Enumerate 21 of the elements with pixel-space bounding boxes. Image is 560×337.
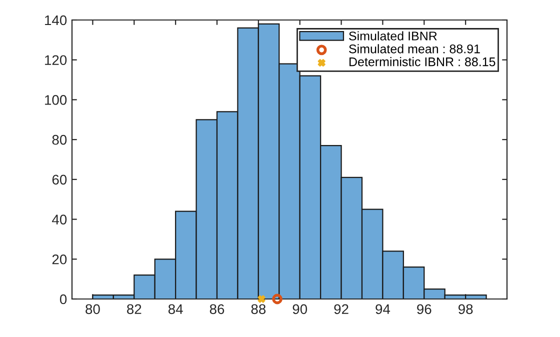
x-tick-label: 82 (127, 304, 142, 314)
y-tick-label: 20 (52, 254, 67, 264)
legend-label: Simulated mean : 88.91 (349, 44, 480, 54)
y-tick-label: 60 (52, 174, 67, 185)
x-tick-label: 80 (86, 304, 100, 314)
x-tick-label: 86 (210, 304, 224, 314)
x-tick-label: 98 (458, 304, 473, 314)
y-tick-label: 100 (45, 95, 67, 105)
y-tick-label: 140 (45, 15, 67, 26)
legend-label: Simulated IBNR (349, 31, 437, 40)
x-tick-label: 94 (376, 304, 390, 314)
y-tick-label: 80 (52, 134, 67, 145)
x-tick-label: 90 (292, 304, 308, 314)
x-tick-label: 96 (417, 304, 432, 314)
x-tick-label: 84 (168, 304, 183, 314)
legend-label: Deterministic IBNR : 88.15 (350, 57, 496, 66)
y-tick-label: 120 (45, 55, 67, 66)
y-tick-label: 0 (60, 294, 67, 304)
y-tick-label: 40 (52, 214, 67, 224)
x-tick-label: 88 (251, 304, 266, 314)
x-tick-label: 92 (334, 304, 348, 314)
